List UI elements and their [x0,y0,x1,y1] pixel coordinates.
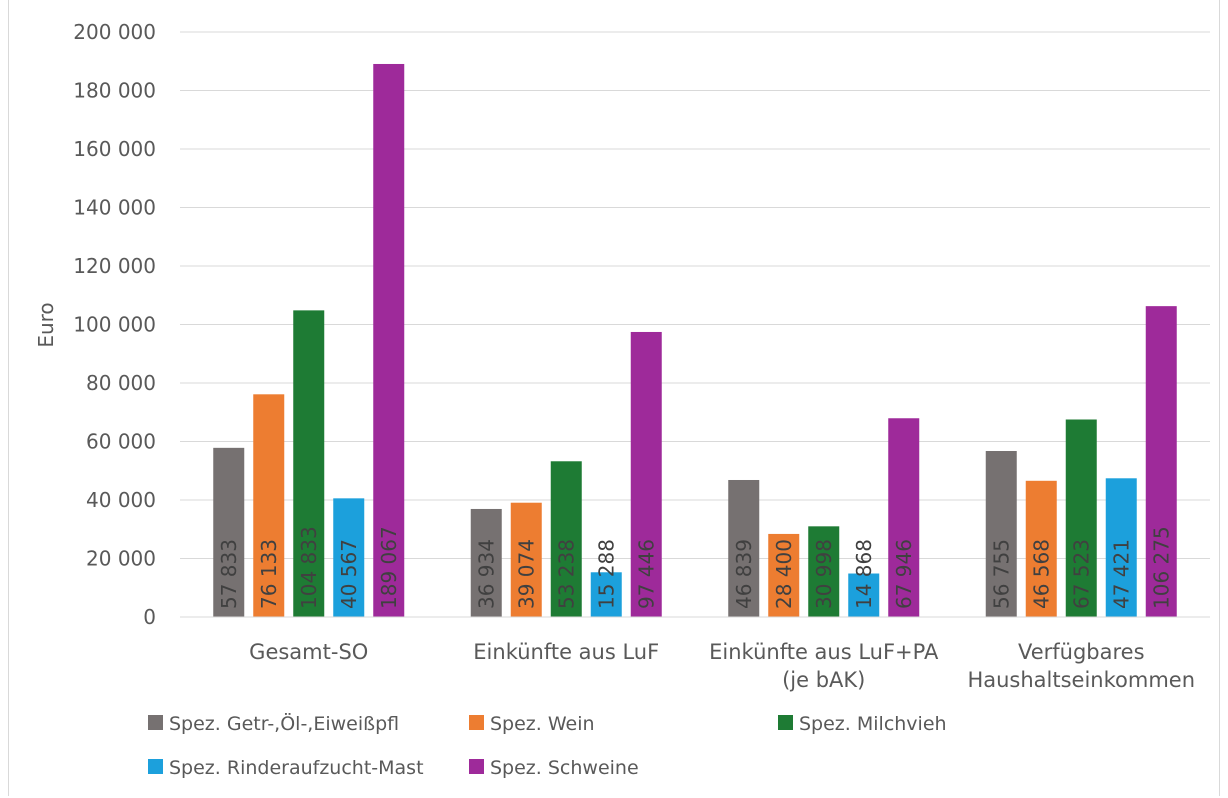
y-tick-label: 20 000 [86,547,156,571]
y-tick-label: 180 000 [73,79,156,103]
bar [888,418,920,617]
y-axis-title: Euro [34,302,58,347]
legend: Spez. Getr-,Öl-,Eiweißpfl Spez. Wein Spez.… [148,712,947,779]
data-label: 47 421 [1109,539,1133,609]
x-tick-label: Gesamt-SO [249,640,368,664]
data-label: 14 868 [852,539,876,609]
y-tick-label: 120 000 [73,254,156,278]
legend-label: Spez. Milchvieh [799,713,947,735]
legend-swatch [148,715,163,730]
data-label: 30 998 [812,539,836,609]
data-label: 57 833 [217,539,241,609]
chart-frame [8,0,1220,796]
y-tick-label: 80 000 [86,371,156,395]
data-label: 36 934 [474,539,498,609]
data-label: 67 946 [892,539,916,609]
bar [470,508,502,617]
y-axis: 0 20 000 40 000 60 000 80 000 100 000 120 000 1… [73,20,156,629]
data-label: 106 275 [1149,526,1173,609]
legend-swatch [778,715,793,730]
data-label: 56 755 [989,539,1013,609]
data-label: 28 400 [772,539,796,609]
bar [848,573,880,617]
x-tick-label: Verfügbares [1018,640,1145,664]
legend-swatch [148,759,163,774]
bar [333,498,365,617]
y-tick-label: 0 [143,605,156,629]
legend-label: Spez. Schweine [490,757,639,779]
y-tick-label: 200 000 [73,20,156,44]
data-label: 39 074 [514,539,538,609]
y-tick-label: 100 000 [73,313,156,337]
x-axis: Gesamt-SO Einkünfte aus LuF Einkünfte aus … [180,616,1210,692]
data-label: 53 238 [554,539,578,609]
bar [293,310,325,617]
legend-swatch [469,759,484,774]
x-tick-label: (je bAK) [782,668,865,692]
bar [590,572,622,617]
bar [510,502,542,617]
legend-swatch [469,715,484,730]
bar [1145,306,1177,617]
bar [808,526,840,617]
y-tick-label: 140 000 [73,196,156,220]
bar [213,447,245,617]
legend-label: Spez. Rinderaufzucht-Mast [169,757,424,779]
bar [1105,478,1137,617]
y-tick-label: 60 000 [86,430,156,454]
data-label: 46 839 [732,539,756,609]
x-tick-label: Einkünfte aus LuF [473,640,659,664]
data-label: 104 833 [297,526,321,609]
data-label: 40 567 [337,539,361,609]
bar [985,450,1017,617]
bar [1025,480,1057,617]
data-label: 76 133 [257,539,281,609]
data-label: 67 523 [1069,539,1093,609]
x-tick-label: Einkünfte aus LuF+PA [709,640,939,664]
data-label: 15 288 [594,539,618,609]
bar [768,533,800,617]
data-label: 46 568 [1029,539,1053,609]
data-label: 97 446 [634,539,658,609]
y-tick-label: 160 000 [73,137,156,161]
data-label: 189 067 [377,526,401,609]
bar [550,461,582,617]
bar [728,479,760,617]
bar [373,63,405,618]
y-tick-label: 40 000 [86,488,156,512]
bars: 57 833 36 934 46 839 56 755 76 133 39 074 28 4… [213,63,1177,618]
x-tick-label: Haushaltseinkommen [967,668,1195,692]
bar [1065,419,1097,617]
bar [253,394,285,617]
legend-label: Spez. Wein [490,713,595,735]
legend-label: Spez. Getr-,Öl-,Eiweißpfl [169,712,399,735]
bar [630,331,662,617]
